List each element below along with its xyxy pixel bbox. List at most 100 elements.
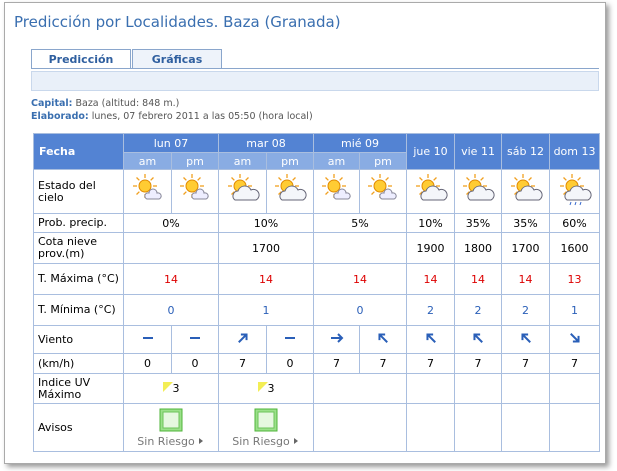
page-title: Predicción por Localidades. Baza (Granad… — [14, 13, 341, 31]
cell: 7 — [313, 353, 361, 374]
cell: 14 — [313, 263, 408, 295]
wind-calm — [285, 337, 295, 339]
wind-arrow — [237, 333, 248, 343]
cell: 60% — [549, 213, 601, 233]
period-header: am — [313, 152, 361, 170]
period-header: am — [218, 152, 267, 170]
cell: 35% — [501, 213, 551, 233]
cell: 7 — [406, 353, 456, 374]
cell: 3 — [217, 373, 315, 404]
value: 13 — [567, 272, 582, 286]
cell: 0 — [171, 353, 219, 374]
cell — [454, 169, 503, 214]
value: 7 — [522, 357, 530, 370]
value: lunes, 07 febrero 2011 a las 05:50 (hora… — [91, 111, 313, 122]
weather-icon — [559, 174, 592, 206]
cell: 35% — [454, 213, 503, 233]
day-header: mar 08 — [217, 133, 315, 153]
cell — [406, 325, 456, 354]
cell — [406, 403, 456, 452]
day-header: sáb 12 — [501, 133, 551, 170]
cell: 7 — [218, 353, 267, 374]
header-row: Fecha lun 07 mar 08 mié 09 jue 10 vie 11 sáb 1… — [33, 133, 601, 170]
cell — [501, 403, 551, 452]
wind-arrow — [569, 333, 580, 343]
cell — [218, 169, 267, 214]
cell: 2 — [501, 294, 551, 326]
cell — [123, 232, 219, 264]
value: 10% — [418, 216, 443, 230]
cell: 14 — [501, 263, 551, 295]
tab-line — [31, 68, 599, 69]
weather-icon — [321, 174, 351, 200]
cell: 7 — [454, 353, 503, 374]
weather-icon — [368, 174, 397, 200]
value: 7 — [333, 357, 341, 370]
wind-arrow — [520, 333, 531, 343]
uv-value: 3 — [267, 382, 275, 395]
warning-text: Sin Riesgo — [124, 435, 218, 448]
value: 1900 — [416, 241, 445, 255]
value: 0 — [144, 357, 151, 370]
weather-icon — [180, 174, 209, 200]
row-label: Cota nieve prov.(m) — [33, 232, 124, 264]
uv-icon — [162, 382, 173, 392]
row-label: (km/h) — [33, 353, 124, 374]
label: Capital: — [31, 98, 73, 109]
cell: 1700 — [217, 232, 315, 264]
cell: 1800 — [454, 232, 503, 264]
cell — [123, 169, 172, 214]
tab[interactable]: Predicción — [31, 49, 131, 69]
corner: Fecha — [33, 133, 124, 170]
cell: 1600 — [549, 232, 601, 264]
cell: 0 — [123, 294, 219, 326]
cell — [454, 325, 503, 354]
value: 14 — [423, 272, 438, 286]
cell — [549, 169, 601, 214]
value: 60% — [562, 216, 587, 230]
weather-icon — [132, 174, 162, 200]
period-header: am — [123, 152, 172, 170]
cell: 1 — [549, 294, 601, 326]
cell: 14 — [454, 263, 503, 295]
table-row: Prob. precip. 0% 10% 5% 10% 35% 35% 60% — [33, 213, 601, 233]
value: 7 — [427, 357, 435, 370]
cell: 2 — [454, 294, 503, 326]
table-row: Viento — [33, 325, 601, 354]
cell: 7 — [359, 353, 408, 374]
value: 7 — [379, 357, 387, 370]
value: 0 — [167, 303, 175, 317]
value: 1800 — [464, 241, 493, 255]
tab[interactable]: Gráficas — [132, 49, 222, 69]
day-header: vie 11 — [454, 133, 503, 170]
wind-arrow — [425, 333, 436, 343]
row-label: T. Máxima (°C) — [33, 263, 124, 295]
cell — [501, 325, 551, 354]
warning-label: Sin Riesgo — [137, 434, 195, 448]
toolbar — [31, 71, 599, 91]
period-header: pm — [171, 152, 219, 170]
cell: Sin Riesgo — [217, 403, 315, 452]
value: 1700 — [511, 241, 540, 255]
cell — [454, 373, 503, 404]
warning-arrow — [198, 437, 203, 444]
day-header: mié 09 — [313, 133, 408, 153]
cell — [549, 373, 601, 404]
weather-icon — [510, 174, 543, 201]
value: 7 — [239, 357, 246, 370]
table-row: T. Máxima (°C) 14 14 14 14 14 14 13 — [33, 263, 601, 295]
cell — [501, 169, 551, 214]
wind-calm — [142, 337, 153, 339]
label: Elaborado: — [31, 111, 89, 122]
cell: 2 — [406, 294, 456, 326]
cell: 14 — [406, 263, 456, 295]
row-label: Avisos — [33, 403, 124, 452]
table-row: Avisos Sin Riesgo Sin Riesgo — [33, 403, 601, 452]
cell — [454, 403, 503, 452]
cell — [549, 325, 601, 354]
value: 0% — [162, 216, 180, 230]
value: 1 — [262, 303, 270, 317]
cell — [549, 403, 601, 452]
value: 0 — [356, 303, 364, 317]
wind-calm — [190, 337, 200, 339]
